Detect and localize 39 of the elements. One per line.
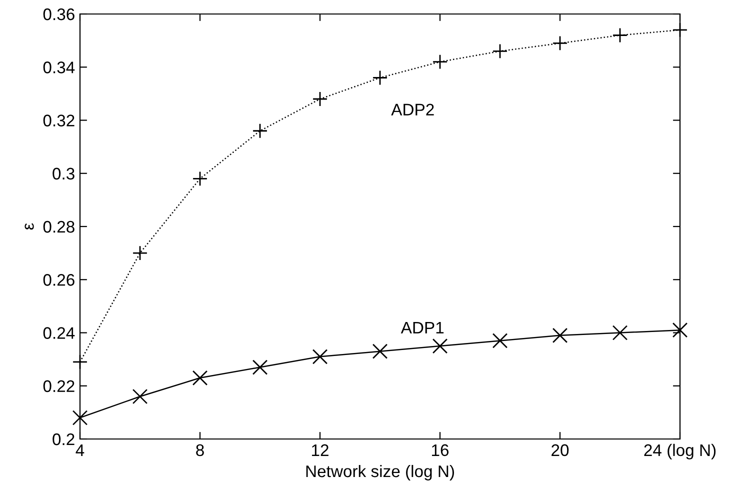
y-tick-label: 0.26 xyxy=(43,274,74,286)
x-tick-label: 12 xyxy=(312,444,328,456)
x-tick-label: 8 xyxy=(196,444,204,456)
point xyxy=(312,349,328,364)
y-axis-title: ε xyxy=(24,223,34,230)
point xyxy=(492,44,508,59)
y-tick-label: 0.2 xyxy=(52,433,74,446)
y-tick-label: 0.28 xyxy=(43,220,74,233)
x-axis-title: Network size (log N) xyxy=(306,464,454,480)
point xyxy=(552,328,568,344)
y-tick-label: 0.36 xyxy=(43,8,74,20)
point xyxy=(612,28,628,43)
point xyxy=(252,360,268,375)
x-tick-label: 4 xyxy=(76,444,84,456)
x-tick-label: 20 xyxy=(552,444,569,456)
series-label: ADP1 xyxy=(400,322,444,334)
point xyxy=(372,344,388,359)
point xyxy=(552,36,568,51)
point xyxy=(312,91,328,107)
point xyxy=(612,325,628,340)
point xyxy=(252,123,268,139)
point xyxy=(372,70,388,86)
x-tick-label: 24 (log N) xyxy=(644,444,716,460)
y-tick-label: 0.3 xyxy=(52,168,74,180)
point xyxy=(132,245,148,261)
point xyxy=(492,333,508,348)
series-label: ADP2 xyxy=(391,104,434,116)
y-tick-label: 0.22 xyxy=(43,380,74,392)
y-tick-label: 0.24 xyxy=(43,327,75,339)
y-tick-label: 0.32 xyxy=(43,114,74,126)
x-tick-label: 16 xyxy=(432,444,449,456)
point xyxy=(432,54,448,70)
point xyxy=(132,388,148,404)
point xyxy=(72,410,88,426)
point xyxy=(192,370,208,386)
point xyxy=(672,322,688,338)
point xyxy=(192,171,208,186)
point xyxy=(432,338,448,354)
y-tick-label: 0.34 xyxy=(43,62,75,74)
